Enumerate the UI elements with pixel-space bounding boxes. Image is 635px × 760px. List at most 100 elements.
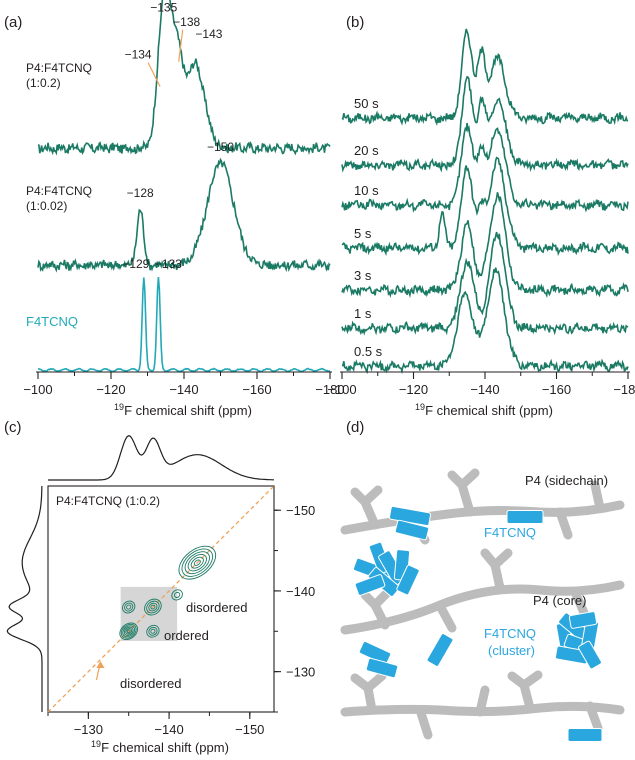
cluster-molecule bbox=[578, 640, 602, 670]
disordered-arrowhead bbox=[96, 661, 105, 668]
panel-c: P4:F4TCNQ (1:0.2) −130 −140 −150−130−140−1… bbox=[6, 435, 315, 755]
polymer-chains bbox=[340, 468, 625, 740]
panel-b: 50 s20 s10 s5 s3 s1 s0.5 s −100 −120 −140−… bbox=[327, 28, 635, 418]
x-tick-label: −140 bbox=[470, 382, 499, 397]
contour-2 bbox=[148, 602, 158, 612]
panel-a-series-labels: −134−135−138−143P4:F4TCNQ(1:0.2)−128−150… bbox=[26, 0, 234, 329]
label-cluster-line2: (cluster) bbox=[488, 643, 535, 658]
spectrum-b-4 bbox=[341, 156, 629, 257]
panel-label-d: (d) bbox=[346, 419, 364, 436]
panel-a-x-axis: −100 −120 −140 −160 −180 bbox=[23, 371, 345, 397]
panel-d-schematic: P4 (sidechain) P4 (core) F4TCNQ F4TCNQ (… bbox=[340, 468, 625, 742]
contour-1 bbox=[125, 628, 133, 635]
chain-bottom bbox=[340, 701, 625, 717]
time-label-b: 1 s bbox=[354, 306, 372, 321]
spectrum-b-7 bbox=[341, 267, 629, 375]
series-name-a-2: P4:F4TCNQ bbox=[26, 184, 92, 198]
panel-label-a: (a) bbox=[4, 14, 22, 31]
contour-4 bbox=[148, 626, 158, 636]
panel-a-xlabel: 19F chemical shift (ppm) bbox=[114, 402, 252, 418]
panel-b-xlabel: 19F chemical shift (ppm) bbox=[415, 402, 553, 418]
sidechain-bot-1 bbox=[350, 671, 387, 715]
contour-6 bbox=[171, 589, 183, 601]
sidechain-mid-3 bbox=[480, 548, 513, 593]
label-core: P4 (core) bbox=[533, 593, 586, 608]
contour-1 bbox=[123, 626, 134, 636]
peak-label-a: −134 bbox=[125, 48, 152, 62]
series-name-a-2: (1:0.02) bbox=[26, 199, 67, 213]
contour-5 bbox=[193, 559, 201, 566]
dopant-molecule bbox=[426, 633, 454, 667]
label-sidechain: P4 (sidechain) bbox=[525, 473, 608, 488]
contour-2 bbox=[146, 600, 160, 614]
peak-leader-a bbox=[178, 29, 184, 62]
sidechain-bot-2 bbox=[415, 705, 433, 740]
panel-c-title: P4:F4TCNQ (1:0.2) bbox=[56, 494, 160, 508]
peak-label-a: −143 bbox=[195, 27, 222, 41]
contour-3 bbox=[124, 602, 134, 612]
contour-3 bbox=[122, 600, 136, 614]
contour-5 bbox=[181, 548, 214, 577]
cluster-molecule bbox=[568, 611, 598, 629]
dopant-molecules bbox=[352, 505, 603, 742]
spectrum-b-1 bbox=[341, 28, 629, 126]
panel-a-spectra bbox=[37, 0, 331, 373]
sidechain-mid-1 bbox=[360, 587, 393, 630]
time-label-b: 0.5 s bbox=[354, 344, 383, 359]
dopant-molecule bbox=[567, 728, 603, 742]
sidechain-mid-2 bbox=[435, 601, 457, 633]
sidechain-bot-4 bbox=[507, 670, 543, 713]
spectrum-b-5 bbox=[341, 192, 629, 299]
panel-c-axes: −130 −140 −150 −130 −140 −150 bbox=[47, 503, 315, 737]
x-tick-label: −120 bbox=[399, 382, 428, 397]
panel-b-spectra: 50 s 20 s 10 s 5 s 3 s 1 s 0.5 s bbox=[341, 28, 629, 375]
panel-label-b: (b) bbox=[346, 14, 364, 31]
x-tick-label: −100 bbox=[327, 382, 356, 397]
region-label-disordered-lower: disordered bbox=[120, 676, 181, 691]
top-projection-line bbox=[48, 435, 274, 481]
sidechain-bot-5 bbox=[585, 701, 603, 733]
c-y-tick-label: −130 bbox=[286, 665, 315, 680]
c-y-tick-label: −150 bbox=[286, 503, 315, 518]
left-projection-line bbox=[6, 485, 43, 712]
sidechain-bot-3 bbox=[475, 685, 490, 717]
region-label-ordered: ordered bbox=[164, 628, 209, 643]
sidechain-mid-4 bbox=[570, 587, 590, 620]
dopant-molecule bbox=[506, 510, 544, 524]
peak-label-a: −129 bbox=[122, 257, 149, 271]
contour-3 bbox=[126, 604, 132, 610]
sidechain-top-3 bbox=[447, 468, 480, 517]
contour-1 bbox=[126, 629, 131, 634]
peak-label-a: −150 bbox=[207, 140, 234, 154]
peak-leader-a bbox=[147, 62, 161, 87]
contour-2 bbox=[150, 604, 156, 610]
time-label-b: 50 s bbox=[354, 96, 379, 111]
peak-label-a: −133 bbox=[155, 257, 182, 271]
time-label-b: 10 s bbox=[354, 183, 379, 198]
contour-4 bbox=[146, 624, 160, 638]
series-name-a-3: F4TCNQ bbox=[26, 314, 78, 329]
panel-c-frame bbox=[47, 485, 275, 713]
c-x-tick-label: −140 bbox=[154, 722, 183, 737]
contour-1 bbox=[119, 622, 139, 641]
x-tick-label: −180 bbox=[613, 382, 635, 397]
contour-1 bbox=[120, 623, 137, 639]
cluster-molecule bbox=[396, 564, 420, 596]
contour-5 bbox=[190, 556, 204, 569]
sidechain-top-4 bbox=[555, 507, 573, 540]
label-cluster-line1: F4TCNQ bbox=[484, 626, 536, 641]
panel-c-plot bbox=[47, 485, 275, 713]
panel-label-c: (c) bbox=[4, 419, 22, 436]
contour-5 bbox=[187, 553, 207, 572]
c-x-tick-label: −130 bbox=[74, 722, 103, 737]
sidechain-top-5 bbox=[590, 480, 605, 513]
spectrum-b-2 bbox=[341, 75, 629, 173]
contour-6 bbox=[174, 591, 181, 598]
panel-c-xlabel: 19F chemical shift (ppm) bbox=[91, 739, 229, 755]
spectrum-a-3 bbox=[37, 277, 331, 373]
time-label-b: 5 s bbox=[354, 226, 372, 241]
peak-label-a: −138 bbox=[173, 15, 200, 29]
contour-1 bbox=[122, 625, 136, 638]
region-label-disordered-upper: disordered bbox=[186, 600, 247, 615]
panel-c-left-projection bbox=[6, 485, 43, 712]
